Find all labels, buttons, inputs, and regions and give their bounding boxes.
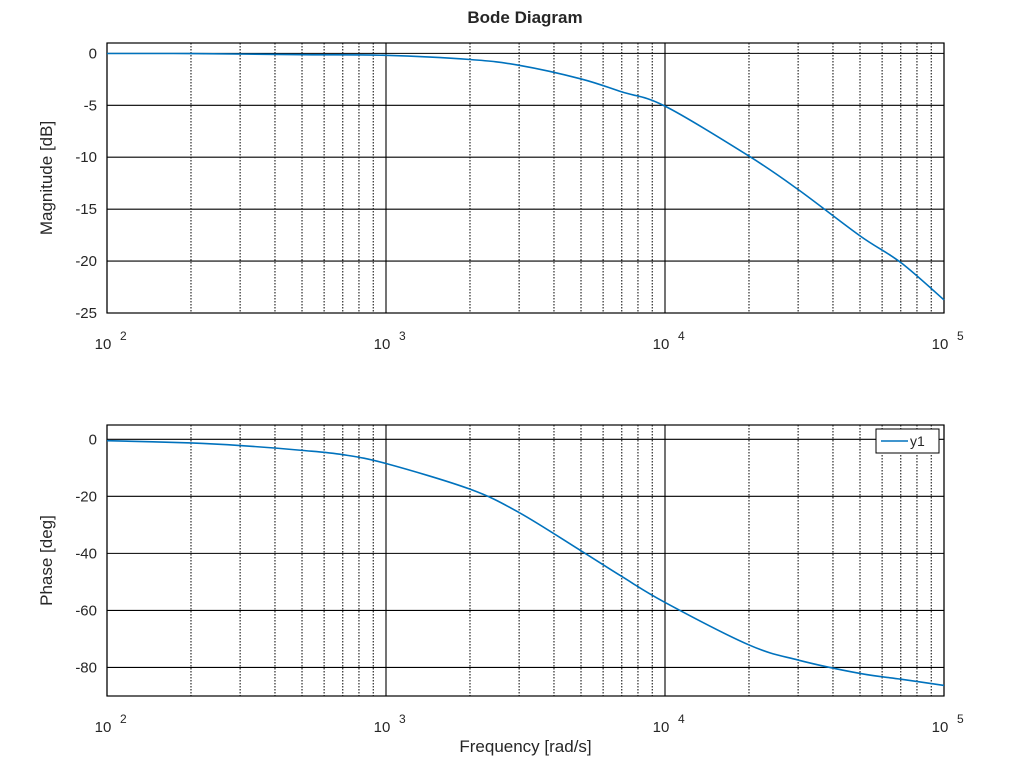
- minor-grid: [190, 425, 932, 696]
- phase-plot: 0 -20 -40 -60 -80 10 2 10 3 10 4 10 5 Phase [deg] Freq…: [37, 424, 964, 756]
- x-tick-label: 10: [653, 336, 670, 353]
- x-tick-label: 10: [932, 719, 949, 736]
- x-tick-exponent: 4: [678, 329, 685, 343]
- x-tick-exponent: 2: [120, 712, 127, 726]
- chart-title: Bode Diagram: [467, 8, 582, 27]
- x-tick-label: 10: [374, 719, 391, 736]
- x-tick-exponent: 3: [399, 329, 406, 343]
- y-tick-label: -25: [75, 305, 97, 322]
- x-tick-label: 10: [95, 719, 112, 736]
- major-grid: [106, 425, 945, 696]
- y-tick-label: -15: [75, 201, 97, 218]
- x-tick-exponent: 4: [678, 712, 685, 726]
- x-tick-exponent: 5: [957, 329, 964, 343]
- x-tick-exponent: 3: [399, 712, 406, 726]
- legend: y1: [875, 428, 940, 454]
- y-tick-label: -40: [75, 545, 97, 562]
- series-line: [106, 439, 945, 687]
- y-tick-label: 0: [89, 431, 97, 448]
- axes-box: [106, 42, 945, 314]
- y-tick-label: -80: [75, 659, 97, 676]
- x-tick-label: 10: [653, 719, 670, 736]
- x-axis-label: Frequency [rad/s]: [459, 737, 591, 756]
- y-tick-label: -10: [75, 149, 97, 166]
- legend-label: y1: [910, 433, 925, 449]
- magnitude-plot: 0 -5 -10 -15 -20 -25 10 2 10 3 10 4 10 5 Magnitude [dB…: [37, 42, 964, 353]
- y-tick-label: -20: [75, 488, 97, 505]
- x-tick-label: 10: [95, 336, 112, 353]
- y-tick-label: -20: [75, 253, 97, 270]
- axes-box: [106, 424, 945, 697]
- y-tick-label: -60: [75, 602, 97, 619]
- x-tick-exponent: 5: [957, 712, 964, 726]
- major-grid: [106, 43, 945, 314]
- x-tick-label: 10: [374, 336, 391, 353]
- series-line: [106, 52, 945, 301]
- y-tick-label: -5: [84, 97, 97, 114]
- y-axis-label: Phase [deg]: [37, 515, 56, 606]
- x-tick-label: 10: [932, 336, 949, 353]
- y-tick-label: 0: [89, 45, 97, 62]
- y-axis-label: Magnitude [dB]: [37, 121, 56, 235]
- minor-grid: [190, 43, 932, 313]
- x-tick-exponent: 2: [120, 329, 127, 343]
